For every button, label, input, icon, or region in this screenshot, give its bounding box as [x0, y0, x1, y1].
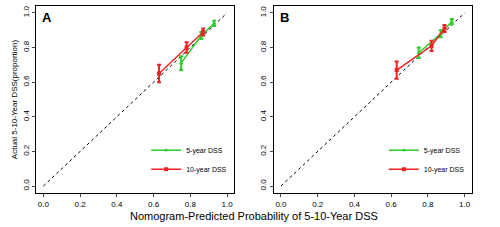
svg-text:0.2: 0.2 — [75, 200, 87, 209]
svg-text:0.6: 0.6 — [148, 200, 160, 209]
svg-text:0.2: 0.2 — [22, 144, 31, 156]
svg-text:0.4: 0.4 — [259, 110, 268, 122]
svg-text:0.8: 0.8 — [422, 200, 434, 209]
svg-text:0.4: 0.4 — [111, 200, 123, 209]
svg-text:0.8: 0.8 — [259, 40, 268, 52]
svg-text:Actual 5-10-Year DSS(proportio: Actual 5-10-Year DSS(proportion) — [10, 40, 19, 160]
svg-text:0.4: 0.4 — [22, 110, 31, 122]
svg-text:0.8: 0.8 — [22, 40, 31, 52]
svg-text:1.0: 1.0 — [22, 6, 31, 18]
svg-text:0.8: 0.8 — [185, 200, 197, 209]
svg-text:0.6: 0.6 — [259, 75, 268, 87]
svg-text:0.6: 0.6 — [22, 75, 31, 87]
svg-text:0.0: 0.0 — [275, 200, 287, 209]
svg-text:B: B — [280, 10, 289, 25]
svg-text:0.0: 0.0 — [259, 179, 268, 191]
svg-text:10-year DSS: 10-year DSS — [186, 166, 226, 174]
svg-text:5-year DSS: 5-year DSS — [186, 147, 223, 155]
svg-text:0.4: 0.4 — [349, 200, 361, 209]
svg-text:0.0: 0.0 — [22, 179, 31, 191]
svg-text:0.2: 0.2 — [312, 200, 324, 209]
svg-text:0.2: 0.2 — [259, 144, 268, 156]
svg-text:1.0: 1.0 — [259, 6, 268, 18]
svg-text:1.0: 1.0 — [221, 200, 233, 209]
svg-text:0.0: 0.0 — [38, 200, 50, 209]
svg-text:5-year DSS: 5-year DSS — [424, 147, 461, 155]
svg-text:0.6: 0.6 — [386, 200, 398, 209]
svg-text:Nomogram-Predicted Probability: Nomogram-Predicted Probability of 5-10-Y… — [130, 210, 378, 222]
svg-text:10-year DSS: 10-year DSS — [424, 166, 464, 174]
svg-text:A: A — [42, 10, 52, 25]
svg-text:1.0: 1.0 — [459, 200, 471, 209]
